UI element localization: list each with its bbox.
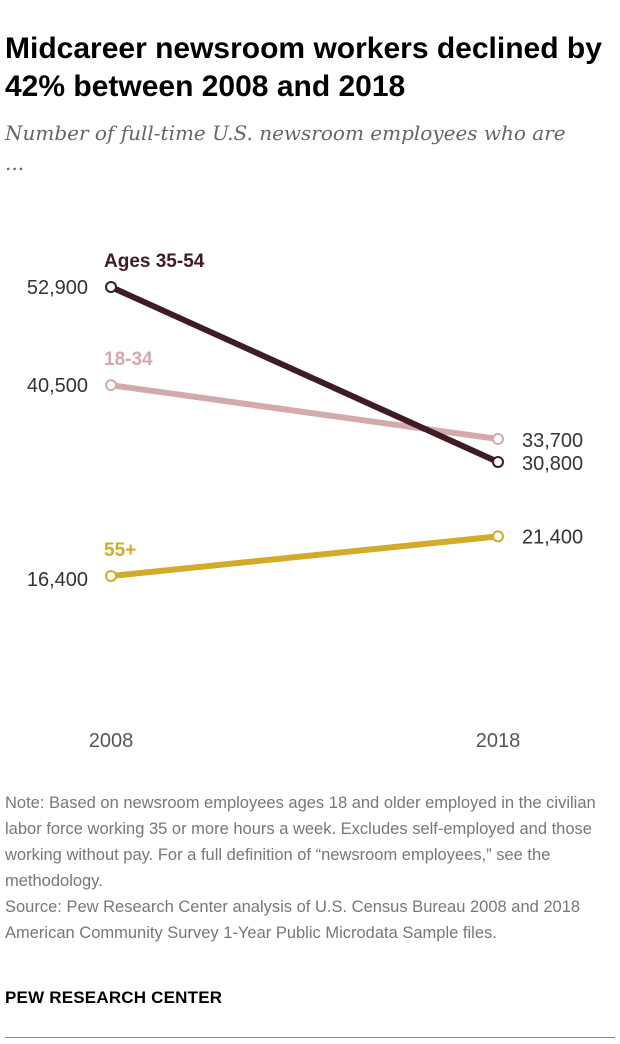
data-point-ages-35-54-2018	[492, 455, 504, 468]
bottom-rule	[5, 1037, 615, 1038]
series-label-18-34: 18-34	[104, 349, 153, 370]
data-label-18-34-2018: 33,700	[522, 430, 583, 452]
series-label-55: 55+	[104, 540, 136, 561]
note-text: Note: Based on newsroom employees ages 1…	[5, 794, 596, 890]
x-tick-label-2008: 2008	[89, 730, 134, 752]
data-point-18-34-2008	[105, 379, 117, 392]
data-point-18-34-2018	[492, 433, 504, 446]
series-line-18-34	[108, 382, 501, 443]
data-label-55-2018: 21,400	[522, 526, 583, 548]
data-point-55-2008	[105, 570, 117, 582]
series-label-ages-35-54: Ages 35-54	[104, 251, 205, 272]
data-label-55-2008: 16,400	[27, 569, 88, 591]
data-point-ages-35-54-2008	[105, 281, 117, 293]
source-text: Source: Pew Research Center analysis of …	[5, 898, 581, 942]
x-tick-label-2018: 2018	[476, 730, 521, 752]
chart-title: Midcareer newsroom workers declined by 4…	[5, 32, 602, 103]
line-chart: 2008 2018 52,900 30,800 Ages 35-54 40,500 33,7…	[27, 251, 583, 752]
chart-notes: Note: Based on newsroom employees ages 1…	[5, 790, 605, 946]
publisher-logo-text: PEW RESEARCH CENTER	[5, 988, 223, 1007]
series-line-ages-35-54	[108, 284, 501, 465]
data-point-55-2018	[492, 530, 504, 543]
chart-subtitle: Number of full-time U.S. newsroom employ…	[5, 121, 566, 175]
data-label-18-34-2008: 40,500	[27, 375, 88, 397]
series-line-55	[108, 533, 501, 579]
data-label-ages-35-54-2018: 30,800	[522, 453, 583, 475]
data-label-ages-35-54-2008: 52,900	[27, 277, 88, 299]
